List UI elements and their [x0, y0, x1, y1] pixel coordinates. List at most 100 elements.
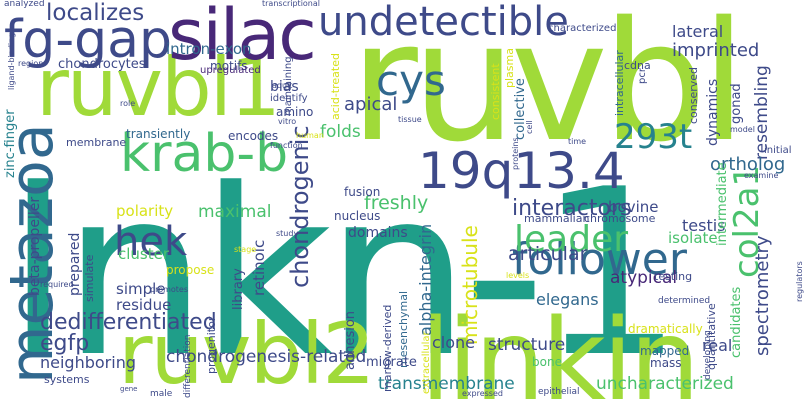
- word-alpha-integrin: alpha-integrin: [416, 223, 435, 336]
- word-pcr: pcr: [637, 68, 648, 84]
- word-marrow-derived: marrow-derived: [381, 304, 394, 392]
- word-adhesion: adhesion: [343, 310, 358, 370]
- word-19q13.4: 19q13.4: [418, 142, 625, 200]
- word-adult: adult: [272, 81, 293, 90]
- word-linkin: linkin: [420, 296, 700, 404]
- word-human: human: [296, 131, 324, 140]
- word-lnkn-1: lnkn-1: [6, 141, 684, 404]
- word-chromosome: chromosome: [584, 212, 656, 225]
- word-ruvbl: ruvbl: [350, 0, 747, 178]
- word-real: real: [702, 336, 733, 355]
- word-undetectible: undetectible: [318, 0, 569, 45]
- word-transmembrane: transmembrane: [378, 374, 515, 394]
- word-analyzed: analyzed: [4, 0, 45, 9]
- word-upregulated: upregulated: [200, 65, 261, 76]
- word-leader: leader: [514, 219, 629, 260]
- word-stage: stage: [234, 245, 257, 254]
- word-plasma: plasma: [503, 48, 516, 88]
- word-model: model: [730, 125, 755, 134]
- word-simple: simple: [116, 280, 166, 298]
- word-apical: apical: [344, 94, 398, 115]
- word-required: required: [40, 280, 74, 289]
- word-bone: bone: [532, 355, 562, 369]
- word-folds: folds: [320, 122, 361, 142]
- word-epithelial: epithelial: [538, 387, 580, 397]
- word-ruvbl1: ruvbl1: [36, 41, 281, 134]
- word-developing: developing: [703, 330, 713, 380]
- word-krab-b: krab-b: [120, 124, 289, 184]
- word-follower: follower: [512, 234, 687, 285]
- word-spectrometry: spectrometry: [752, 235, 773, 356]
- word-ortholog: ortholog: [710, 154, 786, 175]
- word-time: time: [568, 137, 587, 146]
- word-293t: 293t: [614, 117, 693, 157]
- word-dynamics: dynamics: [705, 78, 721, 146]
- word-dramatically: dramatically: [628, 322, 703, 336]
- word-simulate: simulate: [83, 254, 96, 302]
- word-hek: hek: [114, 219, 188, 265]
- word-clone: clone: [432, 333, 476, 352]
- word-proteins: proteins: [511, 137, 520, 170]
- word-promotes: promotes: [150, 285, 188, 294]
- word-atypical: atypical: [610, 268, 678, 288]
- word-initial: initial: [764, 145, 792, 156]
- word-characterized: characterized: [548, 23, 617, 34]
- word-polarity: polarity: [116, 202, 174, 220]
- word-chondrocytes: chondrocytes: [58, 57, 146, 72]
- word-vitro: vitro: [278, 117, 297, 126]
- word-amino: amino: [276, 105, 314, 119]
- word-role: role: [120, 99, 136, 108]
- word-ruvbl2: ruvbl2: [118, 305, 376, 403]
- word-study: study: [276, 229, 299, 238]
- word-microtubule: microtubule: [458, 225, 482, 345]
- word-transiently: transiently: [126, 127, 191, 141]
- word-cell: cell: [525, 120, 534, 134]
- word-examine: examine: [744, 171, 779, 180]
- word-tissue: tissue: [398, 115, 422, 124]
- word-mass: mass: [650, 356, 682, 370]
- word-motifs: motifs: [210, 59, 248, 73]
- word-bias: bias: [270, 79, 299, 95]
- word-intron-exon: intron-exon: [166, 40, 252, 58]
- word-male: male: [150, 389, 173, 399]
- word-testing: testing: [654, 270, 693, 283]
- word-lateral: lateral: [672, 22, 724, 41]
- word-domains: domains: [348, 225, 408, 241]
- word-uncharacterized: uncharacterized: [596, 374, 734, 394]
- word-structure: structure: [488, 335, 566, 355]
- word-elegans: elegans: [536, 290, 599, 309]
- word-fusion: fusion: [344, 185, 381, 199]
- word-levels: levels: [506, 271, 530, 280]
- word-differentiation: differentiation: [183, 334, 193, 398]
- word-gene: gene: [120, 385, 138, 393]
- word-dedifferentiated: dedifferentiated: [40, 310, 217, 335]
- word-transcriptional: transcriptional: [262, 0, 321, 8]
- word-gonad: gonad: [729, 83, 744, 124]
- word-cys: cys: [376, 56, 446, 105]
- word-consistent: consistent: [489, 63, 502, 120]
- word-imprinted: imprinted: [672, 40, 760, 61]
- word-intermediate: intermediate: [715, 162, 730, 246]
- word-zinc-finger: zinc-finger: [3, 109, 18, 178]
- word-nucleus: nucleus: [334, 209, 381, 223]
- word-systems: systems: [44, 373, 90, 386]
- word-maximal: maximal: [198, 202, 272, 222]
- word-identify: identify: [270, 93, 308, 104]
- word-progenitor: progenitor: [205, 316, 218, 374]
- word-region: region: [18, 59, 44, 68]
- word-articular: articular: [508, 243, 588, 265]
- word-silac: silac: [168, 0, 317, 76]
- word-library: library: [231, 268, 246, 310]
- word-mapped: mapped: [640, 344, 690, 358]
- word-residue: residue: [116, 296, 172, 314]
- word-interactors: interactors: [512, 196, 632, 221]
- word-expressed: expressed: [462, 389, 503, 398]
- word-candidates: candidates: [729, 286, 744, 358]
- word-fg-gap: fg-gap: [4, 10, 172, 70]
- word-freshly: freshly: [364, 192, 429, 214]
- word-egfp: egfp: [40, 331, 90, 356]
- word-chondrogenesis-related: chondrogenesis-related: [166, 347, 367, 367]
- word-cluster: cluster: [118, 245, 170, 263]
- word-membrane: membrane: [66, 136, 127, 149]
